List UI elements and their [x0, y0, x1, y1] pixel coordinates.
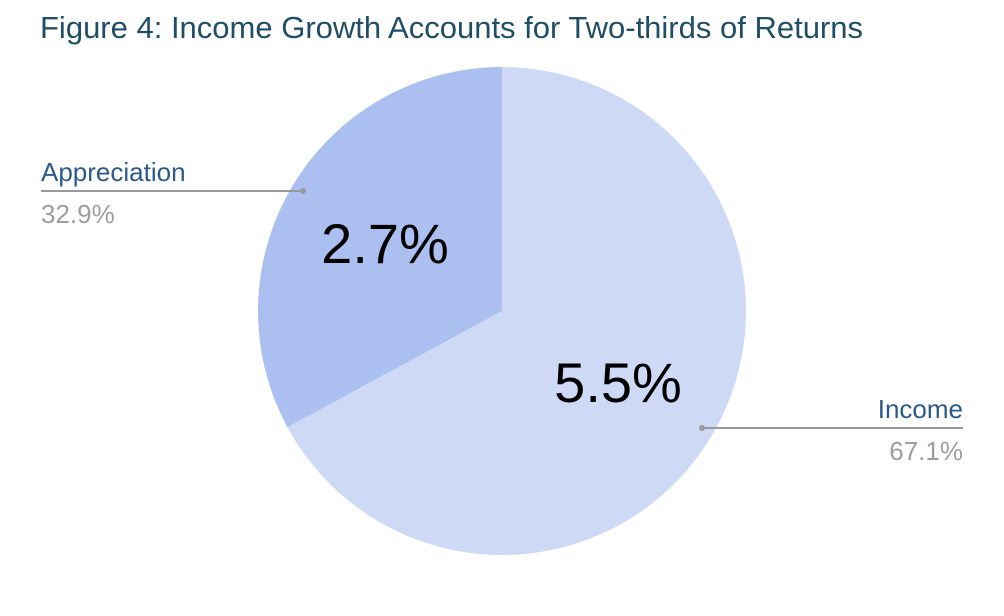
- pie-slice-appreciation: [257, 66, 502, 428]
- callout-percent-income: 67.1%: [889, 436, 963, 466]
- pie-slice-income: [287, 67, 746, 555]
- chart-title: Figure 4: Income Growth Accounts for Two…: [40, 10, 863, 45]
- slices-layer: [257, 66, 746, 555]
- callout-name-appreciation: Appreciation: [41, 157, 186, 187]
- slice-value-income: 5.5%: [554, 351, 682, 414]
- leader-dot-income: [699, 425, 705, 431]
- callout-name-income: Income: [878, 394, 963, 424]
- leader-dot-appreciation: [300, 188, 306, 194]
- slice-value-appreciation: 2.7%: [321, 212, 449, 275]
- callout-percent-appreciation: 32.9%: [41, 199, 115, 229]
- labels-layer: 5.5% 2.7% Appreciation 32.9% Income 67.1…: [41, 157, 963, 466]
